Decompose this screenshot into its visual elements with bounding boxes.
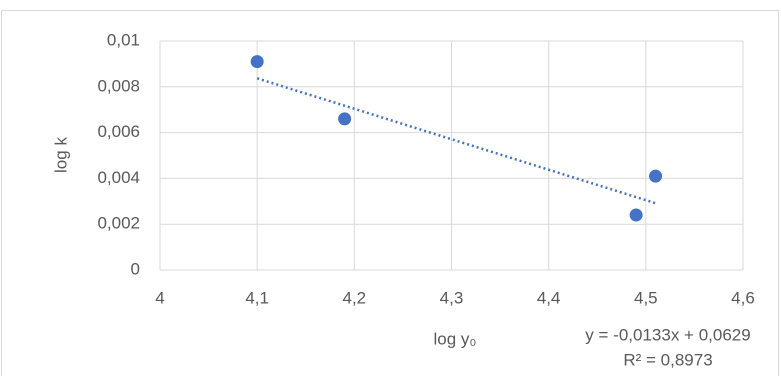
y-tick-label: 0 bbox=[131, 259, 140, 278]
point bbox=[338, 112, 352, 126]
y-tick-label: 0,002 bbox=[97, 214, 140, 233]
x-tick-label: 4,1 bbox=[245, 288, 269, 307]
y-tick-label: 0,008 bbox=[97, 76, 140, 95]
trendline-r2: R² = 0,8973 bbox=[623, 350, 712, 369]
y-tick-label: 0,006 bbox=[97, 122, 140, 141]
trendline-equation: y = -0,0133x + 0,0629 bbox=[585, 325, 750, 344]
x-tick-label: 4,5 bbox=[634, 288, 658, 307]
x-tick-label: 4,2 bbox=[343, 288, 367, 307]
x-tick-label: 4 bbox=[155, 288, 164, 307]
y-tick-label: 0,004 bbox=[97, 168, 140, 187]
point bbox=[250, 55, 264, 69]
y-axis-label: log k bbox=[51, 137, 70, 173]
y-tick-label: 0,01 bbox=[107, 30, 140, 49]
chart-frame bbox=[1, 10, 779, 376]
x-axis-label: log y₀ bbox=[434, 329, 477, 348]
x-tick-label: 4,4 bbox=[537, 288, 561, 307]
point bbox=[629, 208, 643, 222]
x-tick-label: 4,6 bbox=[731, 288, 755, 307]
x-tick-label: 4,3 bbox=[440, 288, 464, 307]
point bbox=[649, 169, 663, 183]
